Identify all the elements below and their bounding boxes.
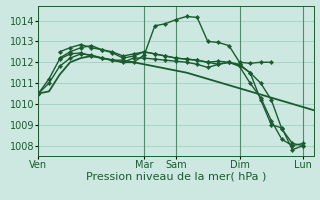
X-axis label: Pression niveau de la mer( hPa ): Pression niveau de la mer( hPa ) xyxy=(86,172,266,182)
